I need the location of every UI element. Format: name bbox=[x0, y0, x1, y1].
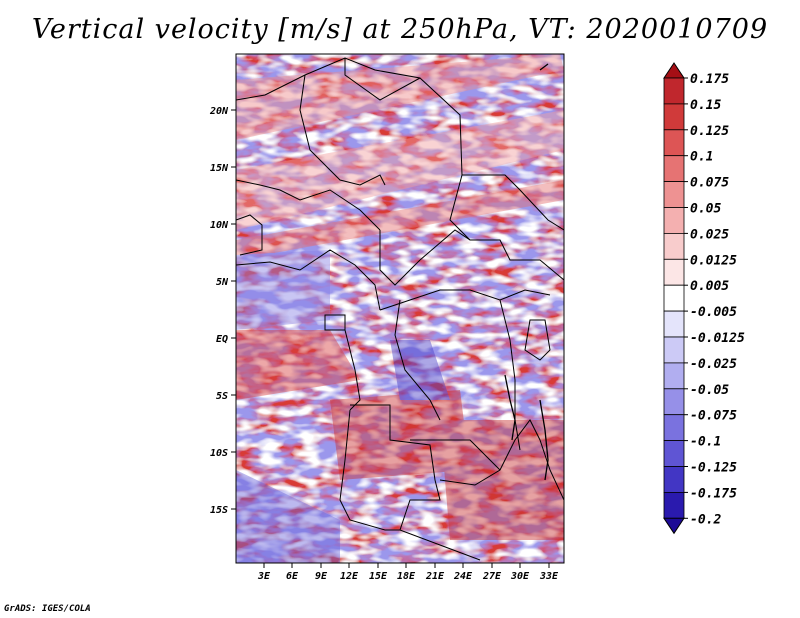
lat-label: 10S bbox=[210, 448, 228, 459]
colorbar-segment bbox=[663, 103, 685, 131]
lon-label: 18E bbox=[397, 571, 416, 582]
colorbar-label: 0.05 bbox=[690, 202, 721, 217]
colorbar-label: -0.2 bbox=[690, 512, 721, 527]
lon-label: 3E bbox=[257, 571, 271, 582]
colorbar-segment bbox=[663, 414, 685, 442]
lat-label: EQ bbox=[216, 334, 228, 345]
lon-label: 30E bbox=[510, 571, 530, 582]
colorbar-segment bbox=[663, 155, 685, 182]
colorbar-label: 0.15 bbox=[690, 98, 721, 113]
colorbar-label: 0.0125 bbox=[690, 253, 737, 268]
lon-label: 15E bbox=[369, 571, 388, 582]
colorbar-segment bbox=[663, 207, 685, 234]
lon-label: 6E bbox=[286, 571, 299, 582]
colorbar-label: 0.025 bbox=[690, 227, 729, 242]
colorbar-segment bbox=[663, 440, 685, 467]
colorbar-segment bbox=[663, 336, 685, 364]
lat-label: 20N bbox=[209, 106, 229, 117]
grads-credit: GrADS: IGES/COLA bbox=[4, 604, 91, 614]
colorbar-label: 0.125 bbox=[690, 124, 729, 139]
colorbar-label: -0.025 bbox=[690, 357, 737, 372]
colorbar-label: 0.005 bbox=[690, 279, 729, 294]
colorbar-segment bbox=[663, 388, 685, 416]
lon-axis: 3E 6E 9E 12E 15E 18E 21E 24E 27E 30E 33E bbox=[257, 563, 559, 582]
colorbar-segment bbox=[663, 362, 685, 390]
colorbar-bottom-arrow bbox=[663, 517, 685, 535]
plot-title: Vertical velocity [m/s] at 250hPa, VT: 2… bbox=[31, 14, 769, 45]
colorbar-label: -0.005 bbox=[690, 305, 737, 320]
lon-label: 12E bbox=[340, 571, 359, 582]
colorbar: 0.175 0.15 0.125 0.1 0.075 0.05 0.025 0.0125 0.0… bbox=[663, 62, 745, 535]
lat-axis: 20N 15N 10N 5N EQ 5S 10S 15S bbox=[209, 106, 236, 516]
colorbar-segment bbox=[663, 491, 685, 519]
country-borders bbox=[236, 57, 564, 561]
colorbar-segment bbox=[663, 310, 685, 338]
colorbar-label: 0.075 bbox=[690, 176, 729, 191]
colorbar-label: -0.05 bbox=[690, 383, 729, 398]
velocity-field bbox=[236, 54, 564, 563]
colorbar-label: -0.175 bbox=[690, 486, 737, 501]
colorbar-label: -0.0125 bbox=[690, 331, 745, 346]
colorbar-label: -0.075 bbox=[690, 409, 737, 424]
colorbar-top-arrow bbox=[663, 62, 685, 79]
colorbar-segment bbox=[663, 232, 685, 260]
lat-label: 15S bbox=[210, 505, 228, 516]
colorbar-segment bbox=[663, 284, 685, 312]
lat-label: 5N bbox=[216, 277, 229, 288]
lon-label: 33E bbox=[539, 571, 559, 582]
colorbar-label: -0.1 bbox=[690, 435, 721, 450]
lat-label: 10N bbox=[210, 220, 229, 231]
lat-label: 5S bbox=[216, 391, 228, 402]
colorbar-segment bbox=[663, 77, 685, 105]
lon-label: 9E bbox=[315, 571, 328, 582]
lon-label: 21E bbox=[425, 571, 445, 582]
lake-outlines bbox=[504, 63, 549, 481]
colorbar-segment bbox=[663, 258, 685, 286]
colorbar-segment bbox=[663, 181, 685, 208]
colorbar-label: 0.1 bbox=[690, 150, 713, 165]
lon-label: 24E bbox=[453, 571, 473, 582]
colorbar-label: 0.175 bbox=[690, 72, 729, 87]
lon-label: 27E bbox=[482, 571, 502, 582]
colorbar-segment bbox=[663, 466, 685, 493]
lat-label: 15N bbox=[210, 163, 229, 174]
colorbar-segment bbox=[663, 129, 685, 157]
map-frame bbox=[235, 53, 565, 564]
colorbar-label: -0.125 bbox=[690, 461, 737, 476]
